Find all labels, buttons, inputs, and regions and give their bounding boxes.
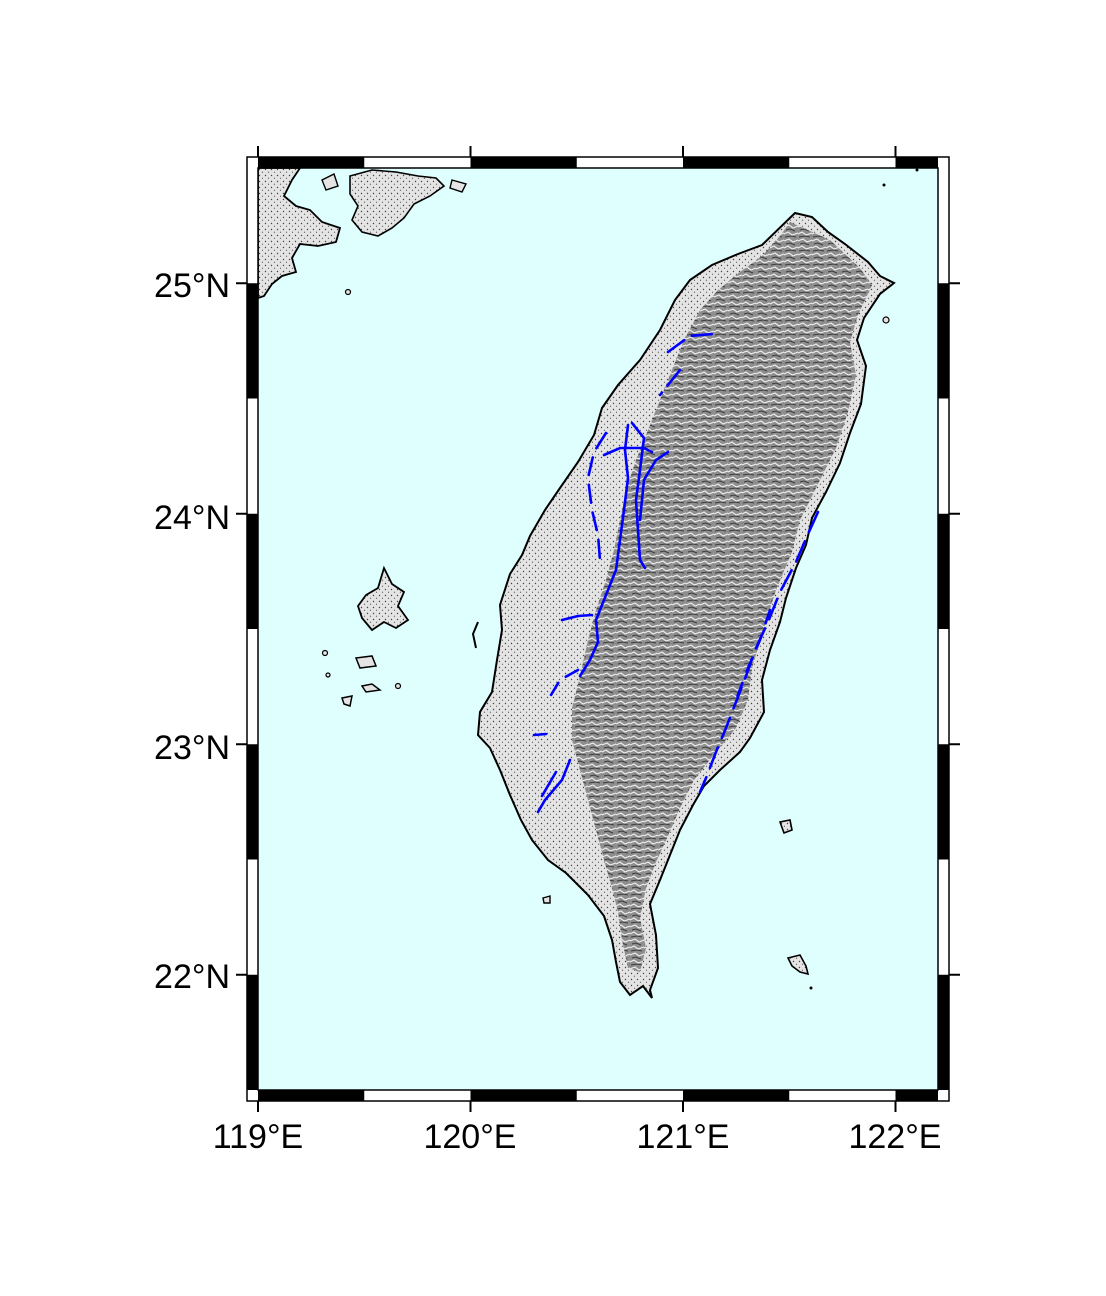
orchid-island	[786, 954, 810, 976]
frame-bar-bottom	[258, 1090, 365, 1101]
penghu-islet-1	[321, 649, 329, 657]
penghu-islet-3	[394, 682, 402, 690]
frame-bar-right	[938, 974, 949, 1090]
fault-north-arc	[666, 332, 718, 354]
west-coast-sandbar	[471, 621, 479, 649]
mainland-islet-b	[321, 173, 339, 191]
frame-bar-top	[470, 157, 577, 168]
fault-meishan	[546, 668, 580, 702]
mainland-coast	[258, 168, 342, 299]
map-frame	[236, 146, 960, 1112]
frame-bar-left	[247, 974, 258, 1090]
penghu-small-island-1	[354, 655, 378, 669]
fault-chiayi	[532, 732, 548, 737]
fault-east-branch	[638, 450, 670, 522]
frame-bars	[247, 157, 949, 1101]
frame-bar-right	[938, 283, 949, 399]
frame-bar-left	[247, 283, 258, 399]
fault-south-2	[540, 770, 558, 798]
y-axis-labels: 22°N 23°N 24°N 25°N	[154, 267, 230, 996]
land-layer	[258, 168, 919, 999]
penghu-islands	[356, 565, 410, 632]
active-faults	[532, 332, 820, 814]
frame-ticks	[236, 146, 960, 1112]
y-tick-label-22: 22°N	[154, 958, 230, 996]
frame-bar-left	[247, 513, 258, 629]
frame-bar-left	[247, 744, 258, 860]
fault-changhua-west	[586, 431, 608, 562]
fault-north-descend	[658, 368, 682, 397]
x-tick-label-122: 122°E	[848, 1118, 941, 1156]
kinmen-matsu-islands	[349, 169, 446, 237]
mainland-islet-c	[344, 288, 352, 296]
y-tick-label-24: 24°N	[154, 499, 230, 537]
x-tick-label-120: 120°E	[423, 1118, 516, 1156]
fault-south-1	[536, 758, 572, 814]
mainland-islet-a	[449, 179, 468, 193]
south-islet	[809, 986, 813, 990]
penghu-islet-2	[325, 672, 331, 678]
fault-west-segment	[560, 613, 594, 622]
penghu-small-island-2	[341, 695, 353, 707]
frame-bar-top	[895, 157, 938, 168]
x-tick-label-121: 121°E	[636, 1118, 729, 1156]
fault-longitudinal-valley-w	[734, 608, 772, 702]
frame-bar-bottom	[683, 1090, 790, 1101]
frame-bar-top	[258, 157, 365, 168]
central-mountain-range	[572, 222, 872, 972]
penghu-small-island-3	[360, 683, 382, 693]
frame-bar-right	[938, 744, 949, 860]
north-islet	[882, 183, 886, 187]
northeast-islet	[915, 168, 919, 172]
fault-central-branch	[630, 421, 647, 570]
liuqiu-island	[542, 895, 551, 904]
y-tick-label-23: 23°N	[154, 729, 230, 767]
frame-bar-bottom	[470, 1090, 577, 1101]
frame-bar-right	[938, 513, 949, 629]
keelung-islet	[882, 316, 890, 324]
y-tick-label-25: 25°N	[154, 267, 230, 305]
fault-chelungpu	[578, 423, 630, 678]
frame-bar-bottom	[895, 1090, 938, 1101]
x-axis-labels: 119°E 120°E 121°E 122°E	[213, 1118, 942, 1156]
fault-cross-1	[602, 446, 654, 457]
frame-bar-top	[683, 157, 790, 168]
x-tick-label-119: 119°E	[213, 1118, 303, 1156]
green-island	[778, 819, 793, 835]
